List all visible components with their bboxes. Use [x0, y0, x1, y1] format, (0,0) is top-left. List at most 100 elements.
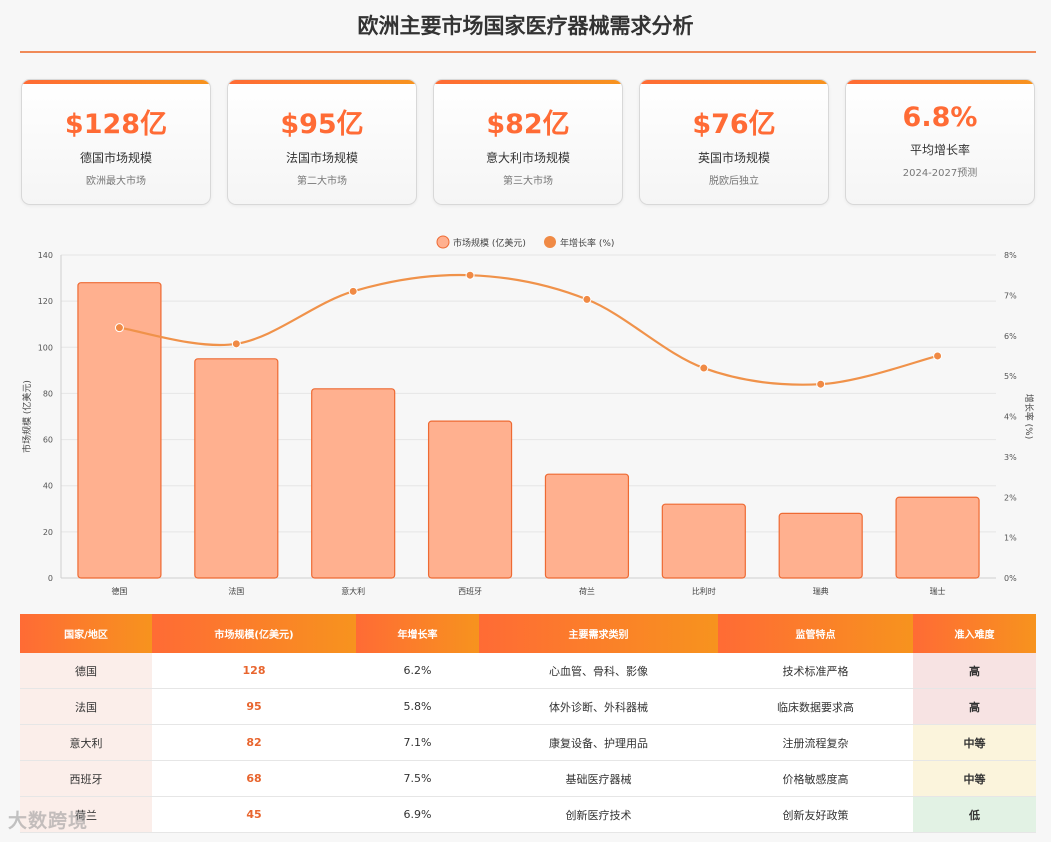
y-tick-label: 100	[38, 343, 53, 352]
growth-rate-line	[119, 273, 938, 386]
bar-德国	[77, 282, 162, 579]
table-row: 荷兰 45 6.9% 创新医疗技术 创新友好政策 低	[20, 796, 1036, 833]
header-difficulty: 准入难度	[913, 614, 1036, 653]
cell-growth: 7.1%	[356, 724, 479, 761]
stat-subtitle: 第三大市场	[503, 176, 553, 187]
y-right-tick-label: 7%	[1004, 291, 1017, 300]
stat-card-italy: $82亿 意大利市场规模 第三大市场	[433, 79, 623, 205]
page-title: 欧洲主要市场国家医疗器械需求分析	[357, 14, 694, 38]
stat-card-france: $95亿 法国市场规模 第二大市场	[227, 79, 417, 205]
x-tick-label: 比利时	[692, 586, 716, 596]
cell-regulation: 技术标准严格	[718, 653, 913, 689]
cell-difficulty: 高	[913, 653, 1036, 689]
cell-country: 法国	[20, 688, 152, 725]
stat-label: 法国市场规模	[285, 151, 358, 165]
table-row: 西班牙 68 7.5% 基础医疗器械 价格敏感度高 中等	[20, 760, 1036, 797]
bar-比利时	[661, 503, 746, 579]
x-tick-label: 西班牙	[458, 586, 482, 596]
market-chart: 0 20 40 60 80 100 120 140 0% 1% 2% 3% 4% 5% 6% 7% 8% 市场规模…	[21, 235, 1035, 596]
y-right-tick-label: 6%	[1004, 332, 1017, 341]
x-tick-label: 德国	[111, 586, 127, 596]
stat-value: $82亿	[486, 109, 570, 140]
cell-growth: 5.8%	[356, 688, 479, 725]
x-tick-label: 荷兰	[579, 586, 595, 596]
growth-point-荷兰	[582, 294, 592, 304]
cell-difficulty: 高	[913, 688, 1036, 725]
y-tick-label: 40	[43, 482, 53, 491]
growth-point-法国	[231, 339, 241, 349]
stat-subtitle: 2024-2027预测	[902, 168, 978, 179]
cell-market-size: 68	[152, 760, 356, 797]
y-right-tick-label: 4%	[1004, 413, 1017, 422]
stat-subtitle: 脱欧后独立	[709, 176, 759, 187]
x-tick-label: 意大利	[341, 586, 365, 596]
bar-法国	[194, 358, 279, 579]
growth-point-意大利	[348, 286, 358, 296]
legend-swatch-line	[544, 236, 556, 248]
header-regulation: 监管特点	[718, 614, 913, 653]
cell-category: 创新医疗技术	[479, 796, 718, 833]
y-right-tick-label: 8%	[1004, 251, 1017, 260]
x-tick-label: 法国	[228, 586, 244, 596]
market-table: 国家/地区 市场规模(亿美元) 年增长率 主要需求类别 监管特点 准入难度 德国…	[20, 614, 1036, 833]
stat-value: $76亿	[692, 109, 776, 140]
cell-category: 基础医疗器械	[479, 760, 718, 797]
stat-subtitle: 欧洲最大市场	[86, 176, 146, 187]
table-header-row: 国家/地区 市场规模(亿美元) 年增长率 主要需求类别 监管特点 准入难度	[20, 614, 1036, 653]
stat-label: 意大利市场规模	[485, 151, 570, 165]
y-tick-label: 140	[38, 251, 53, 260]
cell-difficulty: 低	[913, 796, 1036, 833]
legend-label: 年增长率 (%)	[560, 237, 614, 249]
cell-regulation: 注册流程复杂	[718, 724, 913, 761]
growth-point-西班牙	[465, 270, 475, 280]
table-row: 意大利 82 7.1% 康复设备、护理用品 注册流程复杂 中等	[20, 724, 1036, 761]
stat-label: 英国市场规模	[697, 151, 770, 165]
stat-card-uk: $76亿 英国市场规模 脱欧后独立	[639, 79, 829, 205]
growth-point-瑞典	[816, 379, 826, 389]
legend-label: 市场规模 (亿美元)	[453, 237, 526, 249]
stat-card-germany: $128亿 德国市场规模 欧洲最大市场	[21, 79, 211, 205]
y-tick-label: 80	[43, 389, 53, 398]
growth-point-比利时	[699, 363, 709, 373]
table-row: 德国 128 6.2% 心血管、骨科、影像 技术标准严格 高	[20, 653, 1036, 689]
bar-荷兰	[544, 473, 630, 579]
bar-西班牙	[427, 420, 513, 579]
cell-regulation: 临床数据要求高	[718, 688, 913, 725]
y-tick-label: 60	[43, 436, 53, 445]
cell-category: 心血管、骨科、影像	[479, 653, 718, 689]
cell-regulation: 价格敏感度高	[718, 760, 913, 797]
y-right-axis-title: 增长率 (%)	[1023, 394, 1035, 439]
x-tick-label: 瑞典	[813, 586, 829, 596]
watermark-logo: 大数跨境	[8, 810, 89, 832]
y-right-tick-label: 5%	[1004, 372, 1017, 381]
stat-label: 德国市场规模	[79, 151, 152, 165]
cell-country: 意大利	[20, 724, 152, 761]
cell-regulation: 创新友好政策	[718, 796, 913, 833]
cell-difficulty: 中等	[913, 760, 1036, 797]
y-axis-title: 市场规模 (亿美元)	[21, 380, 33, 453]
bar-意大利	[311, 388, 396, 579]
legend-swatch-bar	[436, 235, 450, 249]
bar-瑞典	[778, 512, 863, 579]
cell-country: 西班牙	[20, 760, 152, 797]
cell-market-size: 128	[152, 653, 356, 689]
growth-point-瑞士	[933, 351, 943, 361]
cell-country: 荷兰	[20, 796, 152, 833]
cell-growth: 6.2%	[356, 653, 479, 689]
y-tick-label: 20	[43, 528, 53, 537]
x-tick-label: 瑞士	[930, 586, 946, 596]
title-divider	[20, 51, 1036, 53]
stat-label: 平均增长率	[909, 143, 970, 157]
y-tick-label: 0	[48, 574, 53, 583]
stat-value: 6.8%	[902, 102, 978, 133]
cell-difficulty: 中等	[913, 724, 1036, 761]
cell-growth: 7.5%	[356, 760, 479, 797]
stat-subtitle: 第二大市场	[297, 176, 347, 187]
stat-value: $128亿	[64, 109, 168, 140]
header-market-size: 市场规模(亿美元)	[152, 614, 356, 653]
header-category: 主要需求类别	[479, 614, 718, 653]
cell-market-size: 45	[152, 796, 356, 833]
cell-market-size: 95	[152, 688, 356, 725]
bar-瑞士	[895, 496, 980, 579]
y-right-tick-label: 3%	[1004, 453, 1017, 462]
